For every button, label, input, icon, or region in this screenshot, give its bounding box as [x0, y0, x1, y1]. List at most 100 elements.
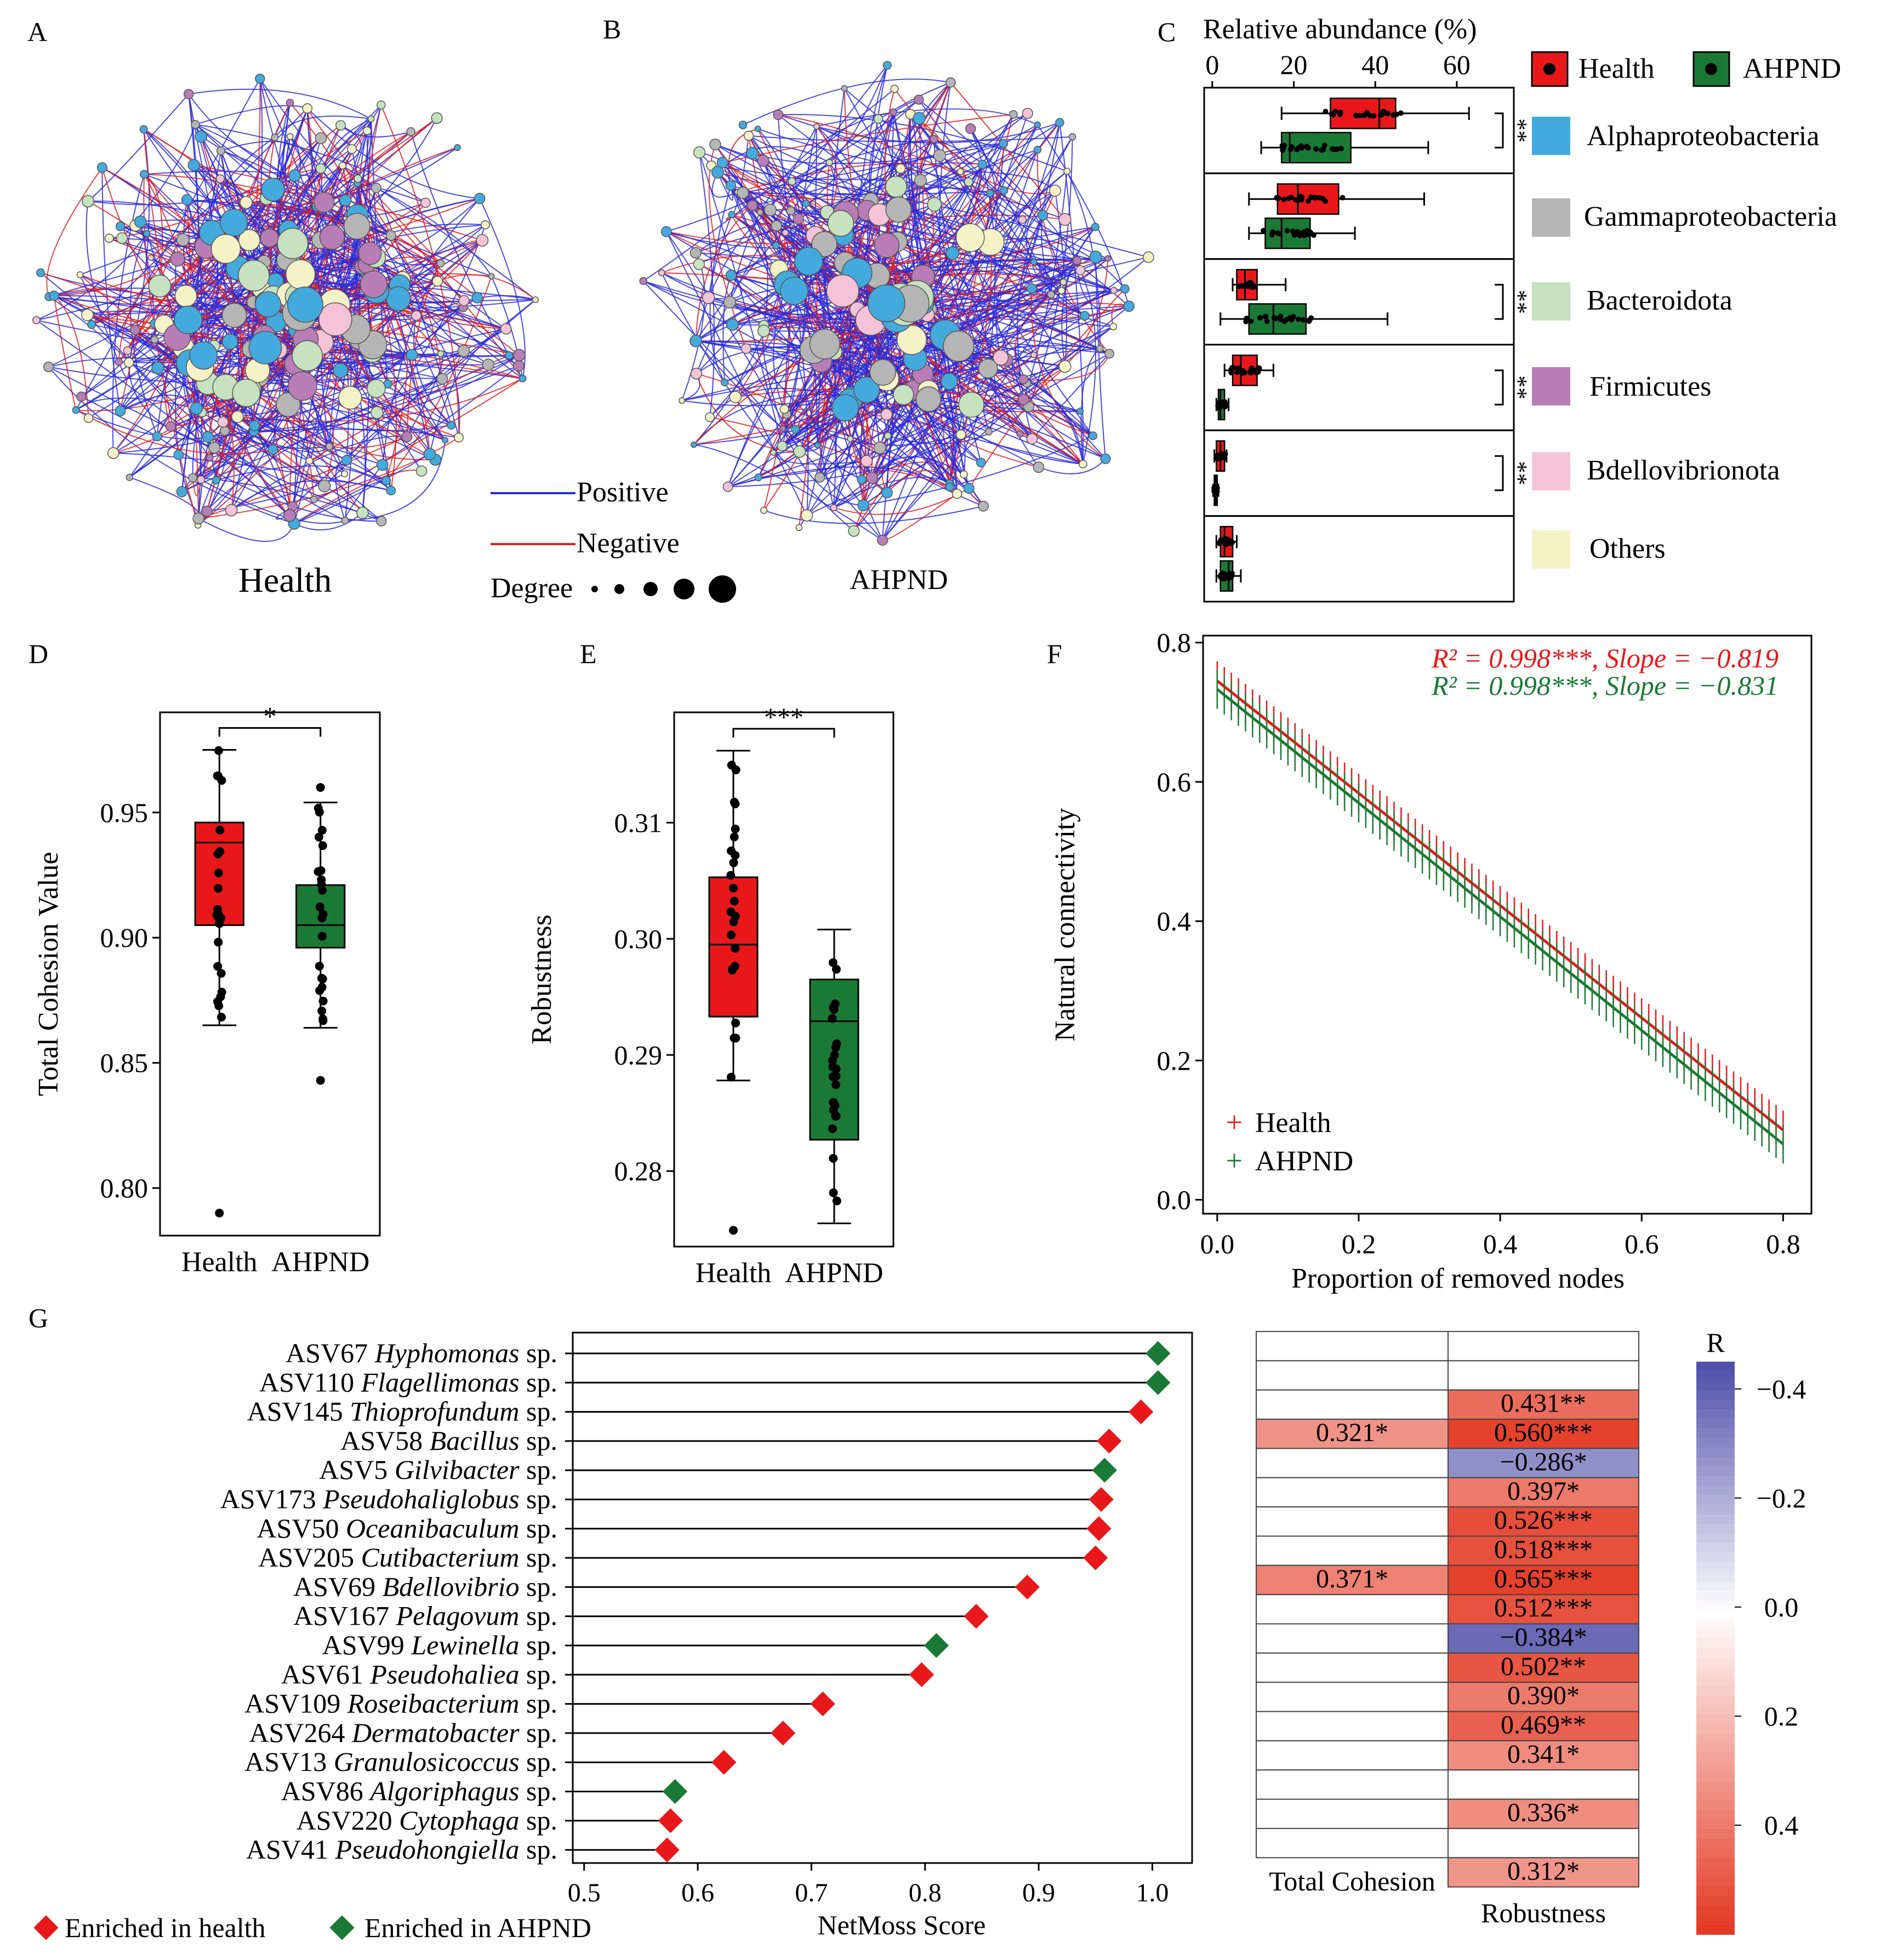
data-point	[828, 1014, 837, 1023]
network-node	[777, 441, 788, 452]
taxon-label: ASV58 Bacillus sp.	[340, 1425, 557, 1456]
network-node	[847, 435, 854, 442]
heatmap-col-robustness: Robustness	[1481, 1898, 1606, 1928]
c-point	[1240, 370, 1246, 376]
network-node	[873, 441, 886, 454]
network-node	[728, 211, 736, 219]
data-point	[318, 974, 327, 984]
network-edge	[195, 124, 426, 203]
network-node	[915, 386, 942, 412]
network-node	[814, 472, 825, 483]
network-node	[287, 133, 294, 140]
network-node	[188, 473, 198, 483]
data-point	[213, 997, 223, 1006]
network-node	[1072, 256, 1082, 265]
y-tick-label: 0.29	[614, 1039, 663, 1070]
y-tick-label: 0.6	[1157, 767, 1192, 797]
network-edge	[334, 299, 536, 305]
network-node	[1096, 345, 1104, 353]
network-node	[754, 125, 761, 133]
network-node	[941, 373, 958, 390]
taxon-label: ASV67 Hyphomonas sp.	[286, 1338, 557, 1368]
y-tick-label: 0.95	[100, 797, 149, 828]
network-edge	[321, 328, 506, 358]
data-point	[317, 913, 327, 923]
c-point	[1301, 317, 1307, 323]
colorbar-segment	[1696, 1362, 1735, 1372]
network-node	[221, 302, 247, 328]
network-edge	[757, 128, 969, 182]
network-edge	[696, 340, 1029, 408]
network-edge	[306, 108, 441, 264]
y-tick-label: 0.4	[1157, 906, 1192, 936]
legend-health-diamond	[33, 1915, 59, 1940]
taxon-label: ASV109 Roseibacterium sp.	[244, 1688, 557, 1719]
heatmap-value: 0.431**	[1501, 1389, 1586, 1418]
network-node	[454, 432, 464, 443]
c-sig-label: **	[1505, 461, 1532, 485]
network-node	[725, 180, 736, 191]
network-node	[1142, 251, 1154, 263]
network-edge	[189, 88, 372, 119]
colorbar-segment	[1696, 1628, 1735, 1639]
legend-health-dot	[1543, 63, 1555, 75]
taxon-label: ASV61 Pseudohaliea sp.	[281, 1659, 557, 1689]
network-node	[341, 455, 352, 466]
network-edge	[949, 242, 992, 484]
colorbar-segment	[1696, 1638, 1735, 1649]
network-edge	[109, 130, 368, 239]
network-edge	[882, 122, 1061, 541]
network-node	[691, 441, 697, 448]
c-point	[1290, 228, 1296, 235]
colorbar-segment	[1696, 1753, 1735, 1763]
network-node	[1018, 215, 1027, 224]
heatmap-value: 0.341*	[1507, 1740, 1580, 1769]
heatmap-cell	[1256, 1827, 1449, 1859]
network-edge	[53, 295, 89, 419]
network-edge	[708, 275, 743, 300]
network-node	[367, 115, 375, 123]
network-node	[1047, 290, 1055, 299]
network-node	[841, 85, 848, 92]
c-sig-label: **	[1505, 118, 1532, 142]
c-point	[1338, 146, 1344, 152]
c-point	[1308, 315, 1314, 321]
network-node	[386, 485, 396, 496]
network-node	[338, 162, 346, 170]
network-node	[1100, 453, 1111, 464]
network-edge	[289, 136, 391, 236]
network-node	[442, 437, 449, 444]
legend-gammaproteobacteria: Gammaproteobacteria	[1584, 201, 1837, 232]
panel-c-axis-title: Relative abundance (%)	[1203, 14, 1477, 45]
c-point	[1273, 316, 1279, 322]
network-node	[376, 459, 389, 471]
x-tick-label: 0.9	[1022, 1878, 1055, 1907]
network-node	[261, 178, 285, 202]
data-point	[214, 868, 223, 878]
network-node	[945, 77, 956, 88]
network-node	[737, 186, 749, 199]
network-node	[333, 363, 349, 379]
legend-marker: +	[1226, 1144, 1243, 1177]
network-node	[795, 524, 803, 532]
network-edge	[198, 436, 407, 519]
data-point	[215, 825, 225, 835]
network-edge	[1028, 136, 1073, 407]
network-node	[1026, 283, 1037, 294]
data-point	[830, 1050, 839, 1060]
data-point	[217, 1013, 226, 1022]
network-edge	[1030, 288, 1106, 460]
colorbar-segment	[1696, 1848, 1735, 1859]
network-edge	[251, 388, 436, 461]
colorbar-segment	[1696, 1877, 1735, 1887]
network-node	[702, 291, 715, 305]
network-node	[986, 189, 994, 197]
colorbar-segment	[1696, 1801, 1735, 1811]
network-node	[793, 213, 804, 225]
data-point	[729, 883, 738, 893]
network-node	[794, 247, 823, 276]
network-node	[96, 162, 108, 173]
network-node	[857, 499, 870, 512]
network-node	[721, 378, 729, 386]
network-node	[726, 318, 739, 331]
